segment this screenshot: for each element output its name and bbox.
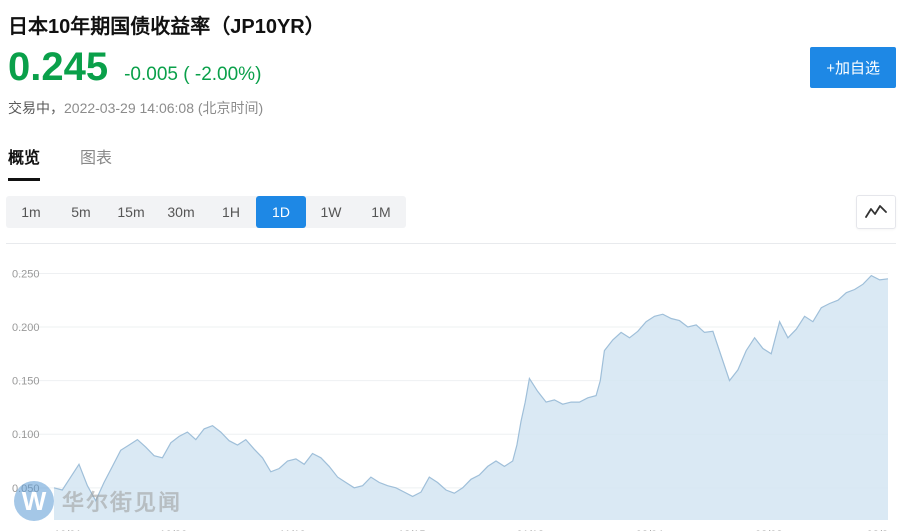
instrument-title: 日本10年期国债收益率（JP10YR） bbox=[6, 0, 896, 45]
trading-state-label: 交易中， bbox=[8, 100, 64, 116]
interval-1M[interactable]: 1M bbox=[356, 196, 406, 228]
add-watchlist-button[interactable]: +加自选 bbox=[810, 47, 896, 88]
chart-container: 0.0500.1000.1500.2000.25010/0110/2611/19… bbox=[6, 243, 896, 531]
interval-1W[interactable]: 1W bbox=[306, 196, 356, 228]
status-row: 交易中，2022-03-29 14:06:08 (北京时间) bbox=[6, 90, 896, 118]
svg-text:0.250: 0.250 bbox=[12, 268, 40, 280]
line-chart-icon bbox=[865, 204, 887, 220]
interval-1D[interactable]: 1D bbox=[256, 196, 306, 228]
last-price: 0.245 bbox=[8, 45, 108, 90]
quote-timestamp: 2022-03-29 14:06:08 (北京时间) bbox=[64, 100, 263, 116]
svg-text:0.100: 0.100 bbox=[12, 429, 40, 441]
interval-15m[interactable]: 15m bbox=[106, 196, 156, 228]
interval-5m[interactable]: 5m bbox=[56, 196, 106, 228]
interval-1H[interactable]: 1H bbox=[206, 196, 256, 228]
svg-text:0.050: 0.050 bbox=[12, 483, 40, 495]
price-change: -0.005 ( -2.00%) bbox=[124, 64, 261, 86]
interval-30m[interactable]: 30m bbox=[156, 196, 206, 228]
quote-row: 0.245 -0.005 ( -2.00%) +加自选 bbox=[6, 45, 896, 90]
tab-0[interactable]: 概览 bbox=[8, 144, 40, 181]
chart-type-button[interactable] bbox=[856, 195, 896, 229]
tab-1[interactable]: 图表 bbox=[80, 144, 112, 181]
svg-text:0.200: 0.200 bbox=[12, 322, 40, 334]
interval-selector: 1m5m15m30m1H1D1W1M bbox=[6, 196, 406, 228]
price-area-chart: 0.0500.1000.1500.2000.25010/0110/2611/19… bbox=[6, 244, 890, 531]
tabs: 概览 图表 bbox=[6, 118, 896, 181]
interval-1m[interactable]: 1m bbox=[6, 196, 56, 228]
interval-row: 1m5m15m30m1H1D1W1M bbox=[6, 181, 896, 229]
svg-text:0.150: 0.150 bbox=[12, 376, 40, 388]
